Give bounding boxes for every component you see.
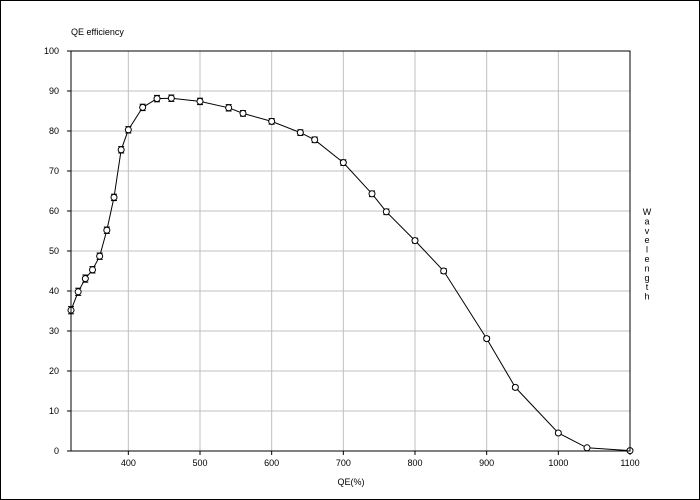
x-axis-title: QE(%) xyxy=(338,477,365,487)
data-marker xyxy=(103,226,111,234)
data-point xyxy=(483,335,491,343)
x-tick-label: 700 xyxy=(336,458,351,468)
data-marker xyxy=(339,159,347,167)
x-tick-label: 900 xyxy=(479,458,494,468)
data-marker xyxy=(411,237,419,245)
y-tick-label: 40 xyxy=(49,286,59,296)
x-tick-label: 1000 xyxy=(548,458,568,468)
y-axis-title-letter: a xyxy=(644,216,649,226)
data-point xyxy=(196,97,204,106)
data-point xyxy=(96,252,104,260)
data-point xyxy=(103,226,111,234)
data-point xyxy=(339,159,347,167)
y-axis-title-letter: e xyxy=(644,254,649,264)
y-tick-label: 100 xyxy=(44,46,59,56)
chart-title: QE efficiency xyxy=(71,27,124,37)
data-point xyxy=(239,109,247,117)
data-marker xyxy=(296,129,304,137)
data-point xyxy=(81,274,89,283)
y-tick-label: 70 xyxy=(49,166,59,176)
data-point xyxy=(153,94,161,103)
x-tick-label: 600 xyxy=(264,458,279,468)
data-marker xyxy=(196,97,204,105)
y-tick-label: 30 xyxy=(49,326,59,336)
data-marker xyxy=(368,190,376,198)
x-tick-label: 500 xyxy=(192,458,207,468)
data-point xyxy=(554,429,562,437)
y-tick-label: 50 xyxy=(49,246,59,256)
y-tick-label: 90 xyxy=(49,86,59,96)
y-axis-title-letter: e xyxy=(644,235,649,245)
data-point xyxy=(296,129,304,137)
series-line xyxy=(70,97,631,452)
y-axis-title-letter: l xyxy=(646,245,648,255)
data-marker xyxy=(89,266,96,274)
data-marker xyxy=(483,335,491,343)
y-axis-title-letter: n xyxy=(644,263,649,273)
data-marker xyxy=(268,117,276,125)
data-marker xyxy=(167,94,175,102)
data-point xyxy=(511,383,519,391)
y-axis-title-letter: v xyxy=(645,226,650,236)
data-marker xyxy=(440,267,448,275)
data-point xyxy=(268,117,276,125)
y-tick-label: 0 xyxy=(54,446,59,456)
x-tick-label: 1100 xyxy=(620,458,639,468)
data-point xyxy=(74,287,82,296)
tick-labels: 0 10 20 30 40 50 60 70 80 90 100 400 500 600 700 800 900… xyxy=(44,46,640,468)
y-axis-title-letter: t xyxy=(646,282,649,292)
data-point xyxy=(117,146,125,154)
data-marker xyxy=(139,103,147,111)
series-line-path xyxy=(70,97,631,452)
x-tick-label: 800 xyxy=(407,458,422,468)
data-marker xyxy=(225,104,233,112)
data-marker xyxy=(239,109,247,117)
data-marker xyxy=(81,275,89,283)
data-marker xyxy=(153,95,161,103)
y-axis-title-letter: g xyxy=(644,273,649,283)
data-marker xyxy=(554,429,562,437)
data-marker xyxy=(110,193,118,201)
data-point xyxy=(225,104,233,112)
data-point xyxy=(167,94,175,102)
data-point xyxy=(411,237,419,245)
data-marker xyxy=(382,208,390,216)
data-point xyxy=(382,208,390,216)
grid-lines xyxy=(71,51,630,451)
y-tick-label: 20 xyxy=(49,366,59,376)
data-point xyxy=(311,136,319,144)
y-axis-title-letter: W xyxy=(643,207,652,217)
data-marker xyxy=(96,252,104,260)
data-point xyxy=(89,266,96,274)
data-point xyxy=(139,103,147,112)
data-marker xyxy=(74,288,82,296)
data-marker xyxy=(511,383,519,391)
data-point xyxy=(440,267,448,275)
y-tick-label: 80 xyxy=(49,126,59,136)
plot-area xyxy=(70,50,631,452)
data-markers xyxy=(67,94,634,455)
data-point xyxy=(368,190,376,198)
y-tick-label: 10 xyxy=(49,406,59,416)
data-marker xyxy=(311,136,319,144)
data-marker xyxy=(117,146,125,154)
y-tick-label: 60 xyxy=(49,206,59,216)
x-tick-label: 400 xyxy=(121,458,136,468)
data-point xyxy=(583,444,591,452)
data-point xyxy=(110,193,118,202)
data-marker xyxy=(583,444,591,452)
data-point xyxy=(124,126,132,134)
data-marker xyxy=(124,126,132,134)
y-axis-title-letter: h xyxy=(644,292,649,302)
